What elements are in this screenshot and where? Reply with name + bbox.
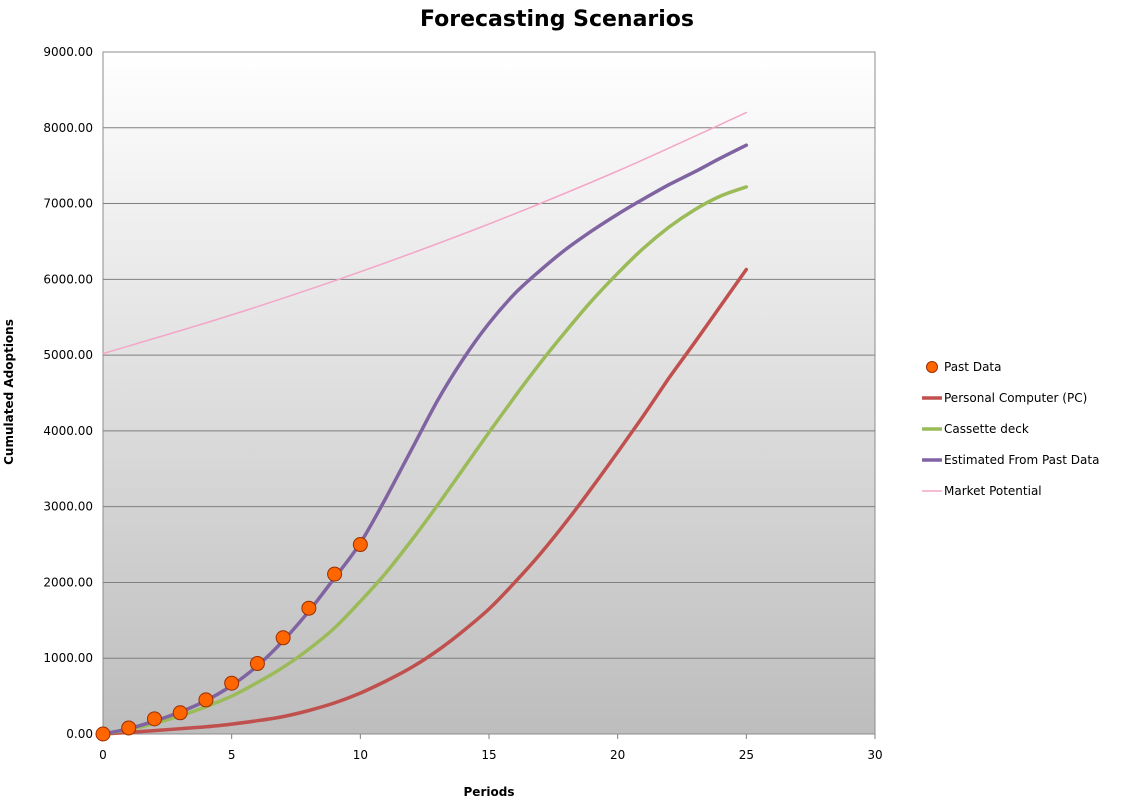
- data-point-past-data: [121, 720, 137, 736]
- y-tick-label: 9000.00: [43, 45, 93, 59]
- y-tick-label: 0.00: [66, 727, 93, 741]
- data-point-past-data: [301, 600, 317, 616]
- x-tick-label: 25: [739, 748, 754, 762]
- series-line-personal-computer-pc: [101, 267, 749, 736]
- legend-swatch: [926, 361, 938, 373]
- x-tick-label: 0: [99, 748, 107, 762]
- y-tick-label: 5000.00: [43, 348, 93, 362]
- data-point-past-data: [146, 711, 162, 727]
- data-point-past-data: [95, 726, 111, 742]
- x-tick-label: 30: [867, 748, 882, 762]
- legend-label: Estimated From Past Data: [944, 453, 1099, 467]
- y-tick-label: 3000.00: [43, 500, 93, 514]
- legend-label: Personal Computer (PC): [944, 391, 1087, 405]
- x-axis-label: Periods: [464, 785, 515, 799]
- data-point-past-data: [327, 566, 343, 582]
- data-point-past-data: [198, 692, 214, 708]
- y-tick-label: 8000.00: [43, 121, 93, 135]
- x-tick-label: 10: [353, 748, 368, 762]
- data-point-past-data: [172, 705, 188, 721]
- x-axis-ticks: 0 5 10 15 20 25 30: [99, 734, 883, 762]
- data-point-past-data: [352, 537, 368, 553]
- legend: Past Data Personal Computer (PC) Cassette …: [922, 360, 1099, 498]
- x-tick-label: 20: [610, 748, 625, 762]
- data-point-past-data: [224, 675, 240, 691]
- y-tick-label: 2000.00: [43, 575, 93, 589]
- y-tick-label: 1000.00: [43, 651, 93, 665]
- series-line-market-potential: [102, 111, 748, 355]
- x-tick-label: 15: [481, 748, 496, 762]
- legend-label: Market Potential: [944, 484, 1042, 498]
- chart-title: Forecasting Scenarios: [420, 7, 694, 32]
- grid-lines: [103, 127, 875, 659]
- data-point-past-data: [275, 630, 291, 646]
- x-tick-label: 5: [228, 748, 236, 762]
- data-point-past-data: [249, 656, 265, 672]
- y-axis-label: Cumulated Adoptions: [2, 319, 16, 465]
- y-tick-label: 4000.00: [43, 424, 93, 438]
- legend-label: Past Data: [944, 360, 1001, 374]
- plot-area: [102, 51, 876, 735]
- y-tick-label: 6000.00: [43, 272, 93, 286]
- y-tick-label: 7000.00: [43, 197, 93, 211]
- y-axis-ticks: 0.00 1000.00 2000.00 3000.00 4000.00 5000.00 6…: [43, 45, 93, 741]
- legend-label: Cassette deck: [944, 422, 1029, 436]
- marker-layer: [95, 537, 368, 742]
